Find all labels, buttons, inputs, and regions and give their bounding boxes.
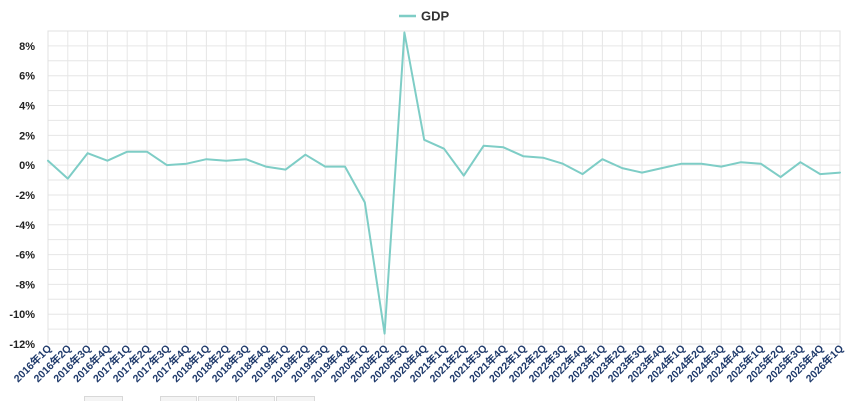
data-point-gdp[interactable]: [144, 149, 150, 155]
data-point-gdp[interactable]: [302, 152, 308, 158]
data-point-gdp[interactable]: [797, 159, 803, 165]
series-layer: [45, 29, 843, 337]
data-point-gdp[interactable]: [362, 199, 368, 205]
data-point-gdp[interactable]: [738, 159, 744, 165]
series-line-gdp[interactable]: [47, 31, 841, 335]
y-tick-label: 6%: [19, 71, 35, 83]
data-point-gdp[interactable]: [124, 149, 130, 155]
data-point-gdp[interactable]: [263, 164, 269, 170]
data-point-gdp[interactable]: [520, 153, 526, 159]
data-point-gdp[interactable]: [758, 161, 764, 167]
x-axis-tick-labels: 2016年1Q2016年2Q2016年3Q2016年4Q2017年1Q2017年…: [11, 342, 846, 385]
data-point-gdp[interactable]: [560, 161, 566, 167]
scrollbar-segment[interactable]: [198, 396, 237, 401]
data-point-gdp[interactable]: [441, 146, 447, 152]
data-point-gdp[interactable]: [599, 156, 605, 162]
data-point-gdp[interactable]: [45, 158, 51, 164]
data-point-gdp[interactable]: [619, 165, 625, 171]
chart-legend[interactable]: GDP: [399, 9, 450, 24]
data-point-gdp[interactable]: [85, 150, 91, 156]
grid-lines: [47, 30, 841, 345]
data-point-gdp[interactable]: [322, 164, 328, 170]
y-tick-label: -12%: [9, 339, 35, 351]
y-tick-label: -6%: [15, 250, 35, 262]
y-tick-label: 2%: [19, 130, 35, 142]
data-point-gdp[interactable]: [223, 158, 229, 164]
y-tick-label: 0%: [19, 160, 35, 172]
plot-area-border: [47, 30, 841, 345]
data-point-gdp[interactable]: [461, 173, 467, 179]
data-point-gdp[interactable]: [580, 171, 586, 177]
data-point-gdp[interactable]: [481, 143, 487, 149]
y-tick-label: -2%: [15, 190, 35, 202]
data-point-gdp[interactable]: [401, 29, 407, 35]
data-point-gdp[interactable]: [243, 156, 249, 162]
data-point-gdp[interactable]: [500, 144, 506, 150]
data-point-gdp[interactable]: [540, 155, 546, 161]
y-tick-label: -4%: [15, 220, 35, 232]
y-axis-tick-labels: 8% 6% 4% 2% 0% -2% -4% -6% -8% -10% -12%: [9, 41, 35, 351]
data-point-gdp[interactable]: [283, 167, 289, 173]
scrollbar-segment[interactable]: [276, 396, 315, 401]
scrollbar-segment[interactable]: [84, 396, 123, 401]
y-tick-label: -8%: [15, 279, 35, 291]
scrollbar-segment[interactable]: [160, 396, 197, 401]
data-point-gdp[interactable]: [698, 161, 704, 167]
data-point-gdp[interactable]: [659, 165, 665, 171]
y-tick-label: -10%: [9, 309, 35, 321]
data-point-gdp[interactable]: [65, 176, 71, 182]
data-point-gdp[interactable]: [837, 170, 843, 176]
data-point-gdp[interactable]: [164, 162, 170, 168]
y-tick-label: 4%: [19, 101, 35, 113]
data-point-gdp[interactable]: [342, 164, 348, 170]
data-point-gdp[interactable]: [817, 171, 823, 177]
data-point-gdp[interactable]: [421, 137, 427, 143]
data-point-gdp[interactable]: [639, 170, 645, 176]
data-point-gdp[interactable]: [203, 156, 209, 162]
data-point-gdp[interactable]: [679, 161, 685, 167]
scrollbar-segment[interactable]: [238, 396, 275, 401]
data-point-gdp[interactable]: [718, 164, 724, 170]
data-point-gdp[interactable]: [382, 331, 388, 337]
data-point-gdp[interactable]: [104, 158, 110, 164]
legend-label-gdp: GDP: [421, 9, 450, 24]
data-point-gdp[interactable]: [184, 161, 190, 167]
data-point-gdp[interactable]: [778, 174, 784, 180]
y-tick-label: 8%: [19, 41, 35, 53]
